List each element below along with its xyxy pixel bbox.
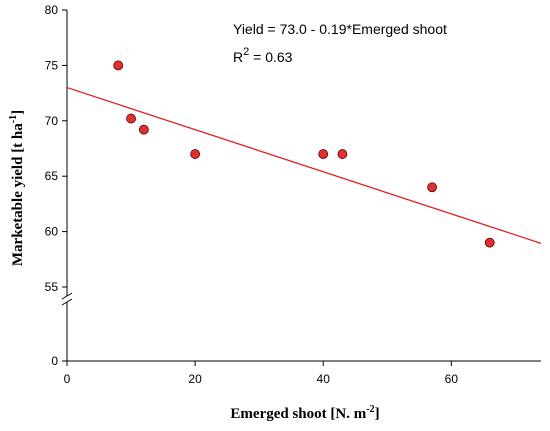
data-point [190, 149, 201, 159]
y-tick-label: 65 [45, 169, 59, 183]
y-tick-label: 80 [45, 3, 59, 17]
x-tick-label: 20 [188, 372, 202, 386]
data-point [318, 149, 329, 159]
data-point [138, 124, 149, 135]
axis-break-mark [61, 298, 73, 306]
r-squared-annotation: R2 = 0.63 [233, 46, 293, 65]
tick-labels: 0 20 40 60 55 60 65 70 75 80 0 [45, 3, 459, 386]
x-tick-label: 40 [317, 372, 331, 386]
x-axis-title: Emerged shoot [N. m-2] [230, 404, 379, 422]
axes [61, 10, 541, 362]
data-point [113, 60, 124, 71]
regression-line-layer [66, 86, 542, 244]
data-point [484, 237, 495, 248]
regression-line [66, 86, 542, 244]
tick-marks [62, 9, 452, 366]
y-tick-label: 55 [45, 280, 59, 294]
equation-annotation: Yield = 73.0 - 0.19*Emerged shoot [233, 21, 447, 37]
data-point [427, 182, 438, 193]
data-points [113, 60, 495, 248]
x-tick-label: 60 [445, 372, 459, 386]
x-tick-label: 0 [64, 372, 71, 386]
data-point [337, 149, 348, 159]
data-point [126, 113, 136, 124]
y-axis-title: Marketable yield [t ha-1] [8, 110, 26, 266]
y-tick-label: 70 [45, 114, 59, 128]
y-tick-label: 60 [45, 225, 59, 239]
y-tick-label: 0 [51, 354, 58, 368]
y-tick-label: 75 [45, 58, 59, 72]
axis-break-mark [61, 292, 73, 300]
